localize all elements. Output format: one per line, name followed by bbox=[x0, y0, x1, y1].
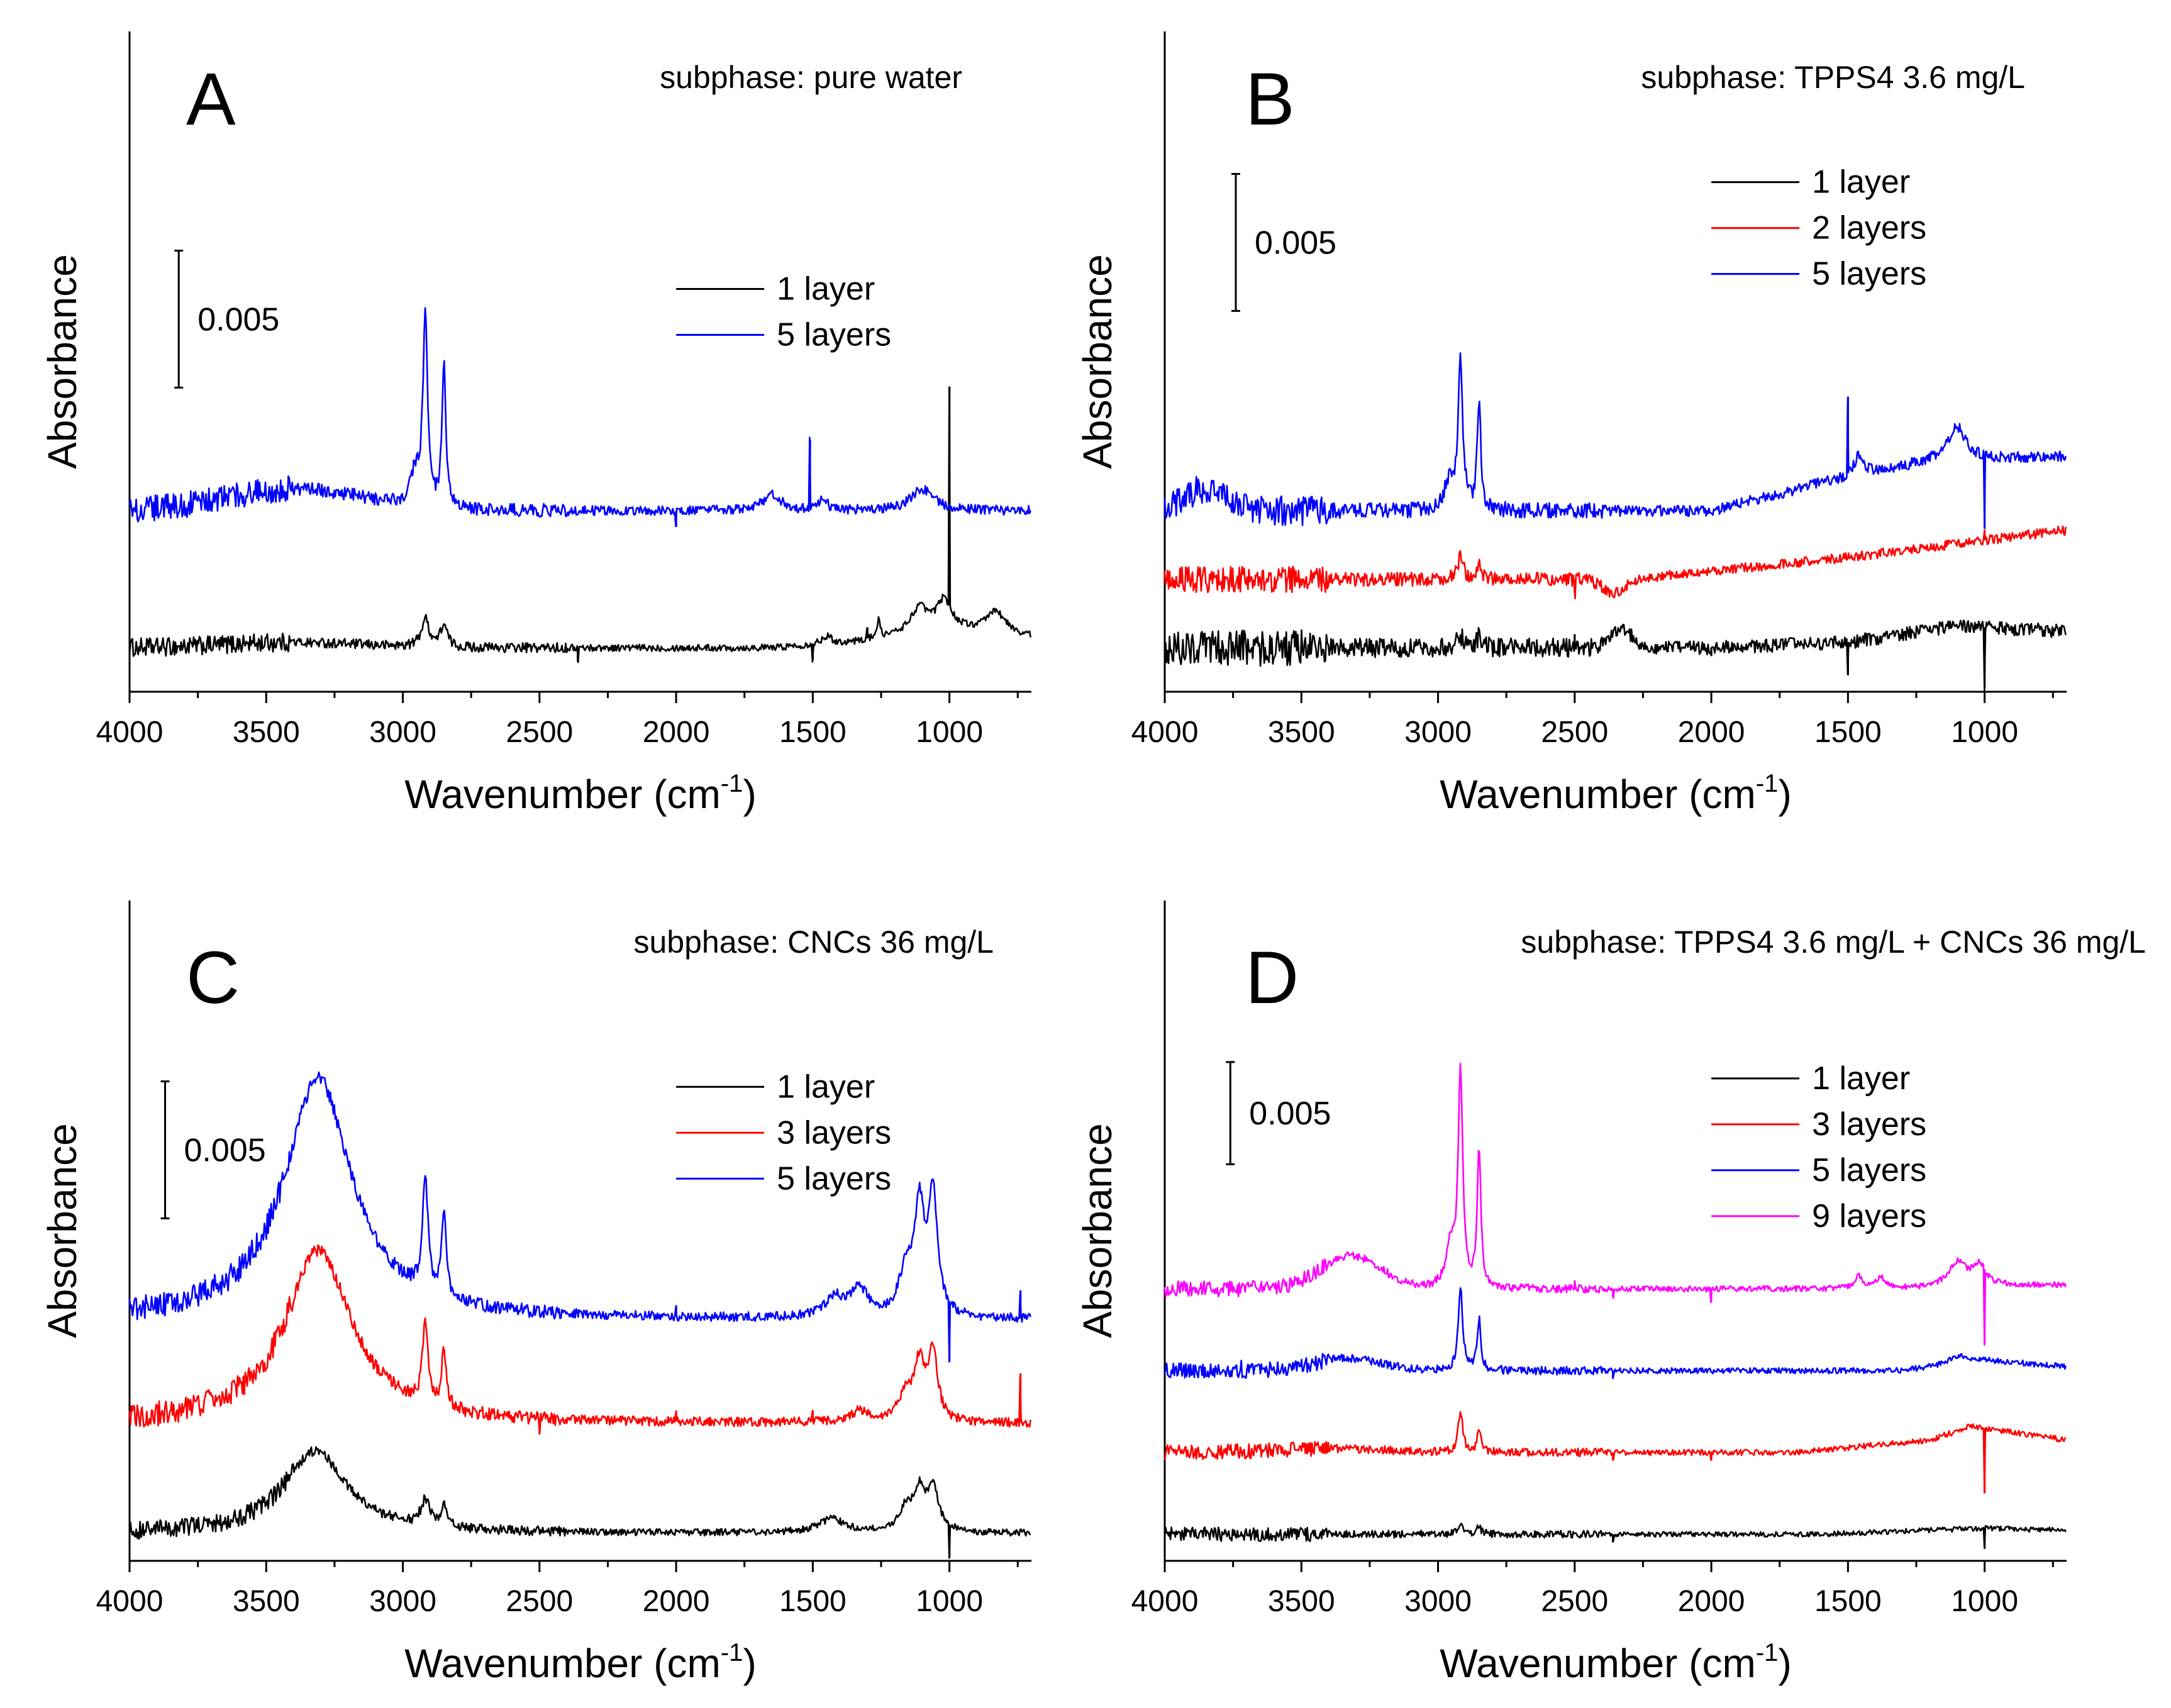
legend-entry: 2 layers bbox=[1812, 210, 1926, 247]
chart-panel-c: 4000 3500 3000 2500 2000 1500 1000 Wavenumber (… bbox=[40, 901, 1031, 1686]
panel-subtitle: subphase: TPPS4 3.6 mg/L + CNCs 36 mg/L bbox=[1521, 924, 2146, 960]
legend-entry: 5 layers bbox=[777, 317, 891, 353]
legend-entry: 3 layers bbox=[777, 1114, 891, 1151]
x-tick-label: 3500 bbox=[1268, 716, 1335, 749]
x-tick-label: 2000 bbox=[1678, 1585, 1745, 1618]
series-line-1-layer bbox=[128, 1446, 1031, 1559]
x-tick-label: 3000 bbox=[369, 716, 436, 749]
series-line-5-layers bbox=[1163, 1287, 2067, 1379]
series-line-3-layers bbox=[1163, 1411, 2067, 1492]
panel-label: A bbox=[186, 58, 236, 141]
legend-entry: 3 layers bbox=[1812, 1106, 1926, 1143]
panel-label: D bbox=[1245, 936, 1299, 1019]
scale-bar-label: 0.005 bbox=[197, 301, 279, 338]
series-line-9-layers bbox=[1163, 1063, 2067, 1346]
x-tick-label: 3000 bbox=[1404, 1585, 1472, 1618]
chart-panel-b: 4000 3500 3000 2500 2000 1500 1000 Wavenumber (… bbox=[1075, 31, 2067, 817]
x-tick-label: 1000 bbox=[916, 1585, 983, 1618]
x-tick-label: 2500 bbox=[1541, 716, 1608, 749]
scale-bar-label: 0.005 bbox=[184, 1132, 265, 1168]
x-tick-label: 2500 bbox=[1541, 1585, 1608, 1618]
legend-entry: 1 layer bbox=[1812, 164, 1910, 201]
x-tick-label: 1500 bbox=[1814, 1585, 1882, 1618]
x-axis-label: Wavenumber (cm-1) bbox=[404, 770, 757, 817]
x-tick-label: 2000 bbox=[643, 1585, 710, 1618]
y-axis-label: Absorbance bbox=[40, 254, 85, 469]
x-axis-label: Wavenumber (cm-1) bbox=[404, 1639, 757, 1686]
scale-bar-label: 0.005 bbox=[1249, 1095, 1331, 1132]
legend-entry: 5 layers bbox=[1812, 256, 1926, 292]
x-tick-label: 1000 bbox=[916, 716, 983, 749]
panel-subtitle: subphase: CNCs 36 mg/L bbox=[633, 924, 994, 960]
series-line-1-layer bbox=[1163, 619, 2067, 692]
y-axis-label: Absorbance bbox=[40, 1123, 85, 1338]
legend-entry: 5 layers bbox=[777, 1160, 891, 1197]
panel-label: C bbox=[186, 936, 240, 1019]
x-tick-label: 3500 bbox=[233, 716, 300, 749]
chart-panel-a: 4000 3500 3000 2500 2000 1500 1000 Wavenumber (… bbox=[40, 31, 1031, 817]
legend-entry: 1 layer bbox=[1812, 1060, 1910, 1097]
legend-entry: 1 layer bbox=[777, 271, 875, 308]
x-tick-label: 2000 bbox=[1678, 716, 1745, 749]
y-axis-label: Absorbance bbox=[1075, 1123, 1120, 1338]
x-tick-label: 1500 bbox=[779, 716, 847, 749]
x-tick-label: 2000 bbox=[643, 716, 710, 749]
legend-entry: 5 layers bbox=[1812, 1152, 1926, 1189]
y-axis-label: Absorbance bbox=[1075, 254, 1120, 469]
series-line-1-layer bbox=[128, 386, 1031, 663]
x-tick-label: 3000 bbox=[369, 1585, 436, 1618]
legend-entry: 9 layers bbox=[1812, 1198, 1926, 1234]
legend-entry: 1 layer bbox=[777, 1068, 875, 1105]
x-tick-label: 1500 bbox=[779, 1585, 847, 1618]
x-tick-label: 3500 bbox=[1268, 1585, 1335, 1618]
x-tick-label: 3500 bbox=[233, 1585, 300, 1618]
x-tick-label: 4000 bbox=[96, 1585, 164, 1618]
panel-label: B bbox=[1245, 58, 1295, 141]
x-tick-label: 3000 bbox=[1404, 716, 1472, 749]
x-tick-label: 2500 bbox=[506, 1585, 573, 1618]
x-tick-label: 1500 bbox=[1814, 716, 1882, 749]
x-axis-label: Wavenumber (cm-1) bbox=[1440, 1639, 1792, 1686]
panel-subtitle: subphase: pure water bbox=[660, 60, 962, 95]
series-line-2-layers bbox=[1163, 525, 2067, 600]
series-line-5-layers bbox=[1163, 352, 2067, 526]
panel-subtitle: subphase: TPPS4 3.6 mg/L bbox=[1641, 60, 2025, 95]
scale-bar-label: 0.005 bbox=[1255, 225, 1336, 261]
series-line-1-layer bbox=[1163, 1522, 2067, 1550]
series-line-5-layers bbox=[128, 1071, 1031, 1363]
x-tick-label: 4000 bbox=[1131, 1585, 1199, 1618]
x-tick-label: 2500 bbox=[506, 716, 573, 749]
chart-panel-d: 4000 3500 3000 2500 2000 1500 1000 Wavenumber (… bbox=[1075, 901, 2146, 1686]
chart-panels: 4000 3500 3000 2500 2000 1500 1000 Wavenumber (… bbox=[40, 31, 2146, 1686]
x-tick-label: 1000 bbox=[1951, 716, 2018, 749]
x-tick-label: 4000 bbox=[1131, 716, 1199, 749]
series-line-3-layers bbox=[128, 1244, 1031, 1433]
x-tick-label: 1000 bbox=[1951, 1585, 2018, 1618]
x-axis-label: Wavenumber (cm-1) bbox=[1440, 770, 1792, 817]
x-tick-label: 4000 bbox=[96, 716, 164, 749]
series-line-5-layers bbox=[128, 307, 1031, 526]
